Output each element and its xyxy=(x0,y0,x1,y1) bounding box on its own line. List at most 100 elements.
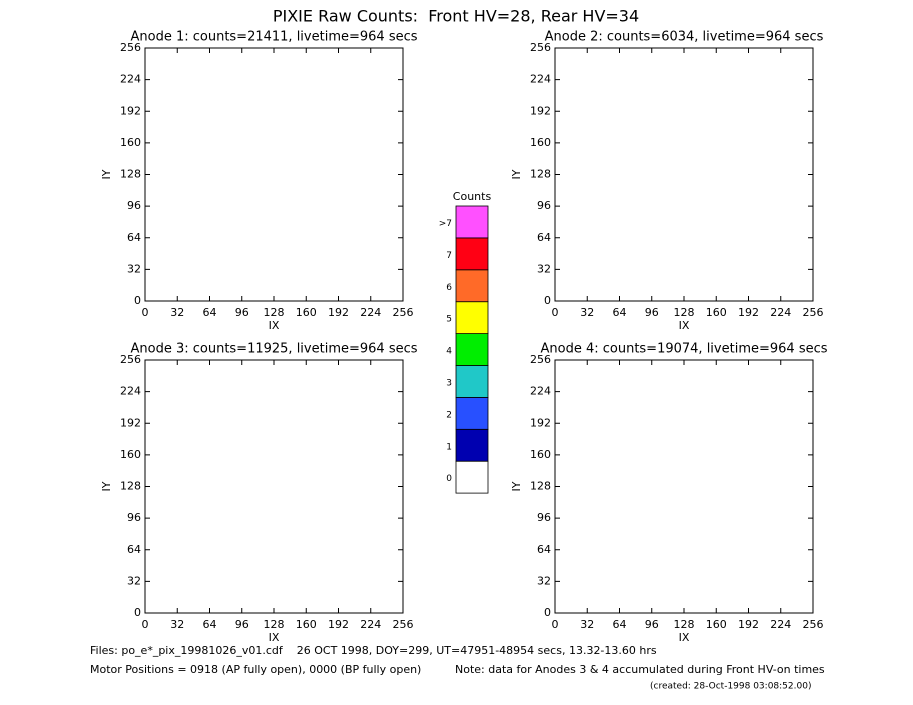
y-axis-label: IY xyxy=(510,481,523,491)
x-tick-label: 0 xyxy=(552,618,559,631)
x-tick-label: 192 xyxy=(738,306,759,319)
footer-note: Note: data for Anodes 3 & 4 accumulated … xyxy=(455,663,825,676)
y-tick-label: 160 xyxy=(530,448,551,461)
colorbar-label: 3 xyxy=(446,379,452,389)
x-tick-label: 224 xyxy=(770,306,791,319)
y-tick-label: 256 xyxy=(120,41,141,54)
x-tick-label: 256 xyxy=(803,618,824,631)
colorbar-title: Counts xyxy=(453,190,492,203)
x-tick-label: 128 xyxy=(674,306,695,319)
colorbar-label: 0 xyxy=(446,474,452,484)
x-tick-label: 192 xyxy=(328,306,349,319)
y-tick-label: 256 xyxy=(530,353,551,366)
y-tick-label: 64 xyxy=(537,231,551,244)
x-tick-label: 32 xyxy=(580,306,594,319)
color-swatch xyxy=(455,460,489,494)
x-tick-label: 0 xyxy=(142,618,149,631)
colorbar-label: 2 xyxy=(446,410,452,420)
color-swatch xyxy=(455,333,489,366)
y-tick-label: 32 xyxy=(127,574,141,587)
x-tick-label: 160 xyxy=(296,306,317,319)
x-tick-label: 256 xyxy=(393,306,414,319)
x-tick-label: 256 xyxy=(803,306,824,319)
x-tick-label: 128 xyxy=(264,618,285,631)
page-title: PIXIE Raw Counts: Front HV=28, Rear HV=3… xyxy=(273,7,639,26)
x-tick-label: 96 xyxy=(235,618,249,631)
footer-created: (created: 28-Oct-1998 03:08:52.00) xyxy=(650,682,811,692)
colorbar-label: 4 xyxy=(446,347,452,357)
x-tick-label: 64 xyxy=(613,618,627,631)
x-tick-label: 160 xyxy=(706,618,727,631)
x-tick-label: 128 xyxy=(674,618,695,631)
y-tick-label: 224 xyxy=(120,73,141,86)
x-tick-label: 192 xyxy=(328,618,349,631)
y-tick-label: 0 xyxy=(544,294,551,307)
panel-title: Anode 1: counts=21411, livetime=964 secs xyxy=(130,30,417,45)
y-tick-label: 256 xyxy=(530,41,551,54)
color-swatch xyxy=(455,428,489,462)
y-tick-label: 96 xyxy=(127,511,141,524)
y-tick-label: 128 xyxy=(530,480,551,493)
x-tick-label: 96 xyxy=(645,618,659,631)
colorbar-label: 7 xyxy=(446,251,452,261)
y-tick-label: 0 xyxy=(544,606,551,619)
colorbar-label: 1 xyxy=(446,442,452,452)
x-tick-label: 224 xyxy=(770,618,791,631)
y-tick-label: 160 xyxy=(120,448,141,461)
x-tick-label: 224 xyxy=(360,306,381,319)
y-tick-label: 64 xyxy=(127,543,141,556)
color-swatch xyxy=(455,205,489,239)
y-axis-label: IY xyxy=(510,169,523,179)
y-tick-label: 96 xyxy=(537,199,551,212)
x-tick-label: 32 xyxy=(580,618,594,631)
y-tick-label: 0 xyxy=(134,606,141,619)
color-swatch xyxy=(455,365,489,398)
x-tick-label: 32 xyxy=(170,618,184,631)
y-tick-label: 192 xyxy=(530,416,551,429)
y-tick-label: 64 xyxy=(127,231,141,244)
x-tick-label: 0 xyxy=(552,306,559,319)
y-tick-label: 32 xyxy=(127,262,141,275)
color-swatch xyxy=(455,396,489,430)
x-tick-label: 32 xyxy=(170,306,184,319)
y-tick-label: 128 xyxy=(120,168,141,181)
x-axis-label: IX xyxy=(679,631,690,644)
x-axis-label: IX xyxy=(269,631,280,644)
y-axis-label: IY xyxy=(100,169,113,179)
y-tick-label: 32 xyxy=(537,574,551,587)
y-tick-label: 96 xyxy=(127,199,141,212)
color-swatch xyxy=(455,237,489,271)
x-tick-label: 128 xyxy=(264,306,285,319)
colorbar-label: 5 xyxy=(446,315,452,325)
colorbar-label: 6 xyxy=(446,283,452,293)
x-axis-label: IX xyxy=(679,319,690,332)
y-tick-label: 224 xyxy=(530,73,551,86)
y-tick-label: 128 xyxy=(530,168,551,181)
panel-title: Anode 4: counts=19074, livetime=964 secs xyxy=(540,342,827,357)
y-tick-label: 256 xyxy=(120,353,141,366)
x-tick-label: 160 xyxy=(296,618,317,631)
x-tick-label: 192 xyxy=(738,618,759,631)
panel-title: Anode 3: counts=11925, livetime=964 secs xyxy=(130,342,417,357)
y-tick-label: 160 xyxy=(530,136,551,149)
footer-motor: Motor Positions = 0918 (AP fully open), … xyxy=(90,663,421,676)
y-tick-label: 128 xyxy=(120,480,141,493)
x-tick-label: 64 xyxy=(203,306,217,319)
x-tick-label: 64 xyxy=(203,618,217,631)
y-tick-label: 224 xyxy=(530,385,551,398)
y-tick-label: 192 xyxy=(120,416,141,429)
x-tick-label: 96 xyxy=(235,306,249,319)
x-tick-label: 96 xyxy=(645,306,659,319)
x-tick-label: 224 xyxy=(360,618,381,631)
x-tick-label: 160 xyxy=(706,306,727,319)
y-tick-label: 224 xyxy=(120,385,141,398)
colorbar-label: >7 xyxy=(439,219,452,229)
color-swatch xyxy=(455,301,489,335)
footer-files: Files: po_e*_pix_19981026_v01.cdf 26 OCT… xyxy=(90,644,657,657)
y-tick-label: 192 xyxy=(530,104,551,117)
y-tick-label: 96 xyxy=(537,511,551,524)
y-tick-label: 0 xyxy=(134,294,141,307)
y-tick-label: 160 xyxy=(120,136,141,149)
y-tick-label: 64 xyxy=(537,543,551,556)
